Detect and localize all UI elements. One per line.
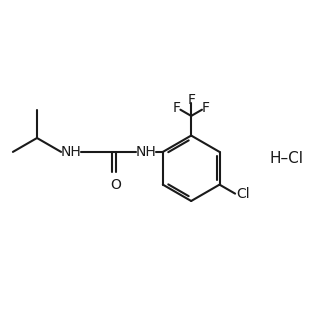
Text: O: O <box>110 178 121 192</box>
Text: NH: NH <box>135 145 156 159</box>
Text: NH: NH <box>60 145 81 159</box>
Text: H–Cl: H–Cl <box>269 151 303 166</box>
Text: F: F <box>187 92 195 107</box>
Text: Cl: Cl <box>237 187 250 201</box>
Text: F: F <box>173 101 181 115</box>
Text: F: F <box>201 101 209 115</box>
